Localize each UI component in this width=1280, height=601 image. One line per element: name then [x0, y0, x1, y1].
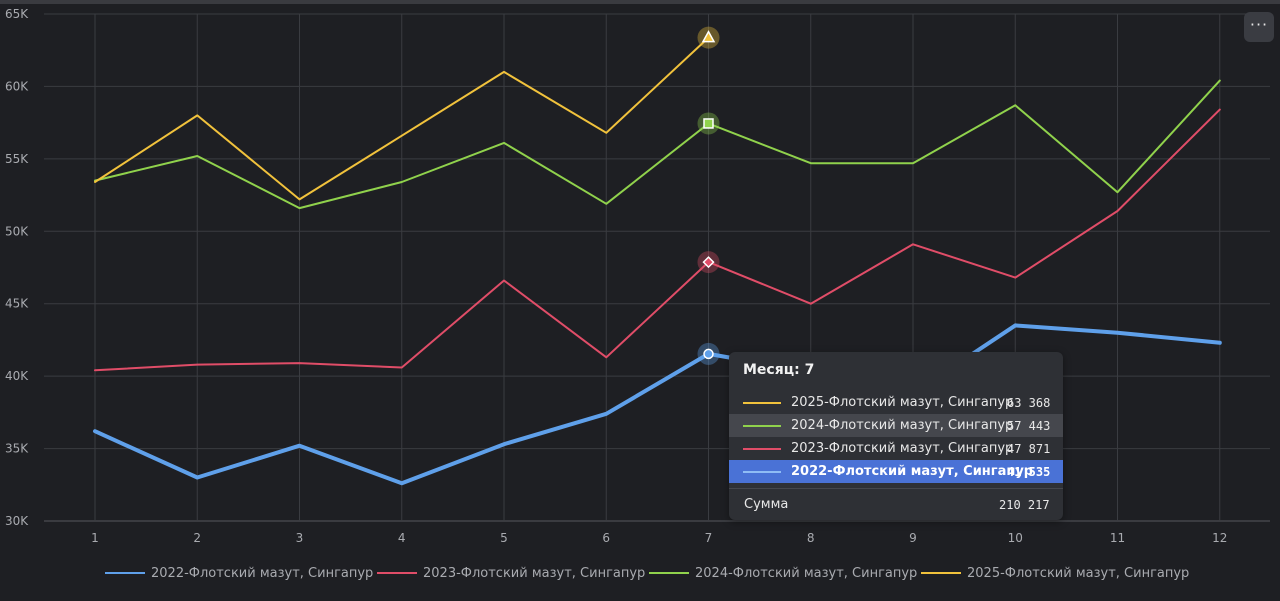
- legend-label: 2023-Флотский мазут, Сингапур: [423, 565, 646, 581]
- tooltip-series-name: 2022-Флотский мазут, Сингапур: [791, 464, 1034, 479]
- legend-item-2023[interactable]: 2023-Флотский мазут, Сингапур: [377, 562, 645, 584]
- y-tick-label: 55K: [5, 152, 29, 166]
- tooltip-sum-value: 210 217: [999, 498, 1050, 512]
- legend-line-icon: [921, 572, 961, 574]
- y-tick-label: 35K: [5, 442, 29, 456]
- tooltip-row-2022: 2022-Флотский мазут, Сингапур 41 535: [729, 460, 1063, 483]
- hover-marker: [701, 30, 716, 43]
- legend-item-2024[interactable]: 2024-Флотский мазут, Сингапур: [649, 562, 917, 584]
- legend-line-icon: [377, 572, 417, 574]
- chart-menu-button[interactable]: ···: [1244, 12, 1274, 42]
- x-tick-label: 1: [91, 531, 99, 545]
- x-tick-label: 12: [1212, 531, 1227, 545]
- tooltip-sum-label: Сумма: [744, 497, 789, 512]
- legend-label: 2022-Флотский мазут, Сингапур: [151, 565, 374, 581]
- x-tick-label: 10: [1008, 531, 1023, 545]
- top-border: [0, 0, 1280, 4]
- tooltip-row-2023: 2023-Флотский мазут, Сингапур 47 871: [729, 437, 1063, 460]
- x-tick-label: 2: [193, 531, 201, 545]
- tooltip-series-name: 2025-Флотский мазут, Сингапур: [791, 395, 1014, 410]
- legend-line-icon: [743, 447, 781, 450]
- legend-label: 2024-Флотский мазут, Сингапур: [695, 565, 918, 581]
- series-line-2022: [93, 323, 1222, 486]
- y-tick-label: 65K: [5, 7, 29, 21]
- y-tick-label: 50K: [5, 224, 29, 238]
- series-line-2023: [94, 108, 1221, 372]
- legend-line-icon: [649, 572, 689, 574]
- y-tick-label: 45K: [5, 297, 29, 311]
- y-tick-label: 40K: [5, 369, 29, 383]
- x-tick-label: 4: [398, 531, 406, 545]
- tooltip-series-value: 47 871: [1007, 441, 1051, 456]
- hover-marker: [703, 118, 714, 129]
- x-tick-label: 8: [807, 531, 815, 545]
- tooltip-series-value: 63 368: [1007, 395, 1051, 410]
- legend-line-icon: [743, 470, 781, 473]
- tooltip-series-name: 2023-Флотский мазут, Сингапур: [791, 441, 1014, 456]
- x-tick-label: 11: [1110, 531, 1125, 545]
- tooltip-divider: [729, 488, 1063, 489]
- x-tick-label: 7: [705, 531, 713, 545]
- tooltip-row-2024: 2024-Флотский мазут, Сингапур 57 443: [729, 414, 1063, 437]
- y-tick-label: 30K: [5, 514, 29, 528]
- hover-marker: [702, 256, 715, 269]
- legend-line-icon: [743, 424, 781, 427]
- x-tick-label: 6: [602, 531, 610, 545]
- legend-item-2022[interactable]: 2022-Флотский мазут, Сингапур: [105, 562, 373, 584]
- tooltip-title: Месяц: 7: [743, 362, 815, 378]
- series-line-2025: [94, 36, 710, 201]
- hover-marker: [703, 348, 714, 360]
- chart-tooltip: Месяц: 7 2025-Флотский мазут, Сингапур 6…: [729, 352, 1063, 520]
- x-tick-label: 3: [296, 531, 304, 545]
- x-tick-label: 5: [500, 531, 508, 545]
- tooltip-series-value: 41 535: [1007, 464, 1051, 479]
- series-line-2024: [94, 79, 1221, 210]
- legend-item-2025[interactable]: 2025-Флотский мазут, Сингапур: [921, 562, 1189, 584]
- tooltip-row-2025: 2025-Флотский мазут, Сингапур 63 368: [729, 391, 1063, 414]
- y-tick-label: 60K: [5, 79, 29, 93]
- legend-line-icon: [743, 401, 781, 404]
- legend-label: 2025-Флотский мазут, Сингапур: [967, 565, 1190, 581]
- tooltip-series-value: 57 443: [1007, 418, 1051, 433]
- tooltip-series-name: 2024-Флотский мазут, Сингапур: [791, 418, 1014, 433]
- x-tick-label: 9: [909, 531, 917, 545]
- chart-legend: 2022-Флотский мазут, Сингапур 2023-Флотс…: [0, 562, 1280, 584]
- legend-line-icon: [105, 572, 145, 574]
